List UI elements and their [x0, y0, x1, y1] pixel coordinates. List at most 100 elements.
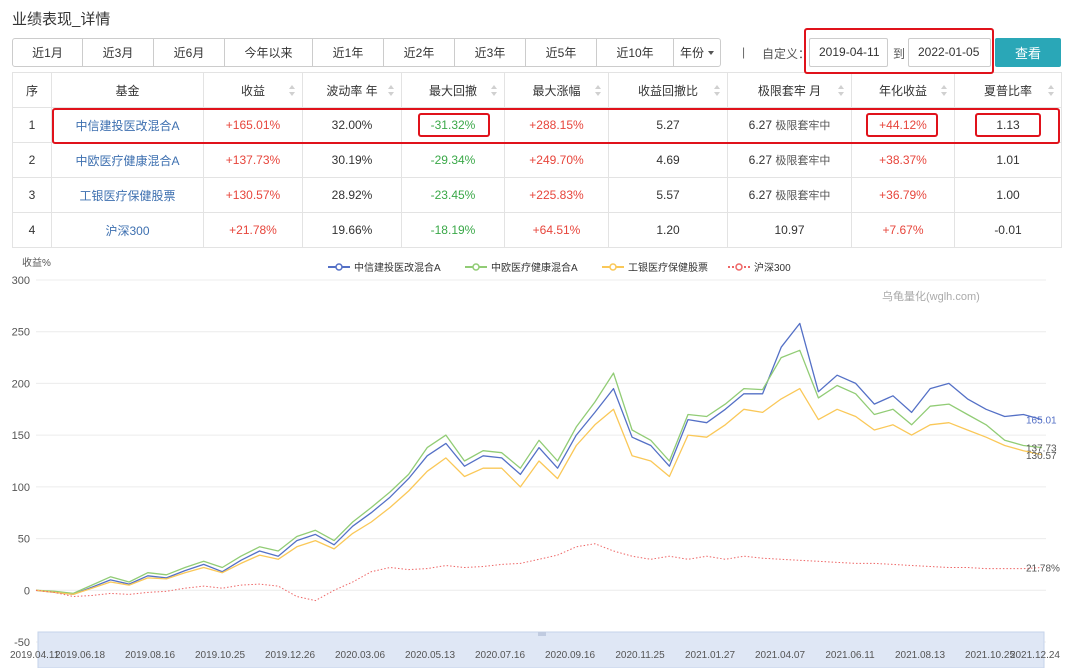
query-button[interactable]: 查看 [995, 38, 1061, 67]
sort-icon[interactable] [491, 85, 497, 96]
x-tick-label: 2021.06.11 [825, 650, 875, 661]
col-header-return[interactable]: 收益 [203, 72, 303, 108]
fund-name-link[interactable]: 中欧医疗健康混合A [51, 142, 204, 178]
period-button-ytd[interactable]: 今年以来 [224, 38, 313, 67]
legend-label: 中信建投医改混合A [354, 261, 441, 274]
ratio-cell: 4.69 [608, 142, 728, 178]
return-cell: +137.73% [203, 142, 303, 178]
sort-icon[interactable] [388, 85, 394, 96]
legend-marker [335, 263, 343, 271]
x-tick-label: 2021.12.24 [1010, 650, 1060, 661]
trap-months: 10.97 [774, 223, 805, 237]
annual-return-cell: +38.37% [851, 142, 955, 178]
volatility-cell: 28.92% [302, 177, 402, 213]
volatility-cell: 19.66% [302, 212, 402, 248]
fund-name-link[interactable]: 工银医疗保健股票 [51, 177, 204, 213]
performance-chart: -50 0 50 100 150 200 250 300 收益% 乌龟量化(wglh.com) 中信… [0, 254, 1080, 668]
legend-marker [472, 263, 480, 271]
period-label: 近3年 [474, 46, 506, 60]
period-button-3m[interactable]: 近3月 [82, 38, 154, 67]
sort-icon[interactable] [838, 85, 844, 96]
return-cell: +21.78% [203, 212, 303, 248]
y-axis-label: 收益% [22, 256, 51, 269]
period-label: 今年以来 [244, 46, 293, 60]
ratio-cell: 5.27 [608, 107, 728, 143]
sharpe-cell: 1.13 [954, 107, 1062, 143]
col-header-trap-months[interactable]: 极限套牢 月 [727, 72, 852, 108]
x-tick-label: 2020.05.13 [405, 650, 455, 661]
x-tick-label: 2019.08.16 [125, 650, 175, 661]
trap-cell: 6.27 极限套牢中 [727, 107, 852, 143]
period-button-1y[interactable]: 近1年 [312, 38, 384, 67]
x-tick-label: 2021.04.07 [755, 650, 805, 661]
col-header-max-rise[interactable]: 最大涨幅 [504, 72, 609, 108]
period-button-10y[interactable]: 近10年 [596, 38, 674, 67]
sort-icon[interactable] [714, 85, 720, 96]
x-tick-label: 2021.08.13 [895, 650, 945, 661]
period-label: 年份 [679, 46, 704, 60]
start-date-input[interactable]: 2019-04-11 [809, 38, 888, 67]
col-header-volatility[interactable]: 波动率 年 [302, 72, 402, 108]
x-tick-label: 2019.10.25 [195, 650, 245, 661]
sort-icon[interactable] [595, 85, 601, 96]
sort-icon[interactable] [941, 85, 947, 96]
trap-note: 极限套牢中 [775, 190, 831, 202]
max-rise-cell: +288.15% [504, 107, 609, 143]
table-row: 3 工银医疗保健股票 +130.57% 28.92% -23.45% +225.… [12, 177, 1062, 213]
year-dropdown[interactable]: 年份 [673, 38, 721, 67]
legend-label: 工银医疗保健股票 [628, 261, 708, 274]
period-button-1m[interactable]: 近1月 [12, 38, 83, 67]
y-tick-label: 50 [18, 534, 30, 546]
trap-months: 6.27 [748, 118, 772, 132]
period-button-2y[interactable]: 近2年 [383, 38, 455, 67]
row-index: 4 [12, 212, 52, 248]
period-button-3y[interactable]: 近3年 [454, 38, 526, 67]
header-label: 极限套牢 月 [757, 83, 822, 98]
y-tick-label: 150 [12, 430, 30, 442]
series-end-label: 165.01 [1026, 416, 1057, 427]
sharpe-cell: 1.00 [954, 177, 1062, 213]
col-header-annual-return[interactable]: 年化收益 [851, 72, 955, 108]
trap-note: 极限套牢中 [775, 120, 831, 132]
y-tick-label: 0 [24, 585, 30, 597]
x-tick-label: 2020.07.16 [475, 650, 525, 661]
y-tick-label: -50 [14, 637, 30, 649]
period-label: 近2年 [403, 46, 435, 60]
max-drawdown-cell: -31.32% [401, 107, 505, 143]
legend-item: 沪深300 [728, 261, 791, 274]
max-rise-cell: +225.83% [504, 177, 609, 213]
header-label: 收益回撤比 [637, 83, 698, 98]
series-end-label: 21.78% [1026, 564, 1060, 575]
period-button-5y[interactable]: 近5年 [525, 38, 597, 67]
caret-down-icon [708, 50, 714, 55]
row-index: 1 [12, 107, 52, 143]
header-label: 序 [25, 83, 38, 98]
sort-icon[interactable] [1048, 85, 1054, 96]
legend-marker [735, 263, 743, 271]
max-rise-cell: +64.51% [504, 212, 609, 248]
legend-item: 中信建投医改混合A [328, 261, 441, 274]
header-label: 最大回撤 [428, 83, 477, 98]
fund-name-link[interactable]: 中信建投医改混合A [51, 107, 204, 143]
col-header-sharpe[interactable]: 夏普比率 [954, 72, 1062, 108]
sort-icon[interactable] [289, 85, 295, 96]
end-date-input[interactable]: 2022-01-05 [908, 38, 991, 67]
period-label: 近6月 [173, 46, 205, 60]
custom-range-label: 自定义： [762, 47, 811, 61]
legend-item: 中欧医疗健康混合A [465, 261, 578, 274]
col-header-return-drawdown-ratio[interactable]: 收益回撤比 [608, 72, 728, 108]
col-header-max-drawdown[interactable]: 最大回撤 [401, 72, 505, 108]
trap-months: 6.27 [748, 188, 772, 202]
y-tick-label: 200 [12, 378, 30, 390]
header-label: 基金 [115, 83, 140, 98]
series-end-label: 137.73 [1026, 444, 1057, 455]
fund-name-link[interactable]: 沪深300 [51, 212, 204, 248]
y-tick-label: 300 [12, 275, 30, 287]
table-row: 2 中欧医疗健康混合A +137.73% 30.19% -29.34% +249… [12, 142, 1062, 178]
zoom-handle [538, 632, 546, 636]
x-tick-label: 2020.11.25 [615, 650, 665, 661]
period-label: 近3月 [102, 46, 134, 60]
max-drawdown-cell: -29.34% [401, 142, 505, 178]
period-button-6m[interactable]: 近6月 [153, 38, 225, 67]
trap-months: 6.27 [748, 153, 772, 167]
